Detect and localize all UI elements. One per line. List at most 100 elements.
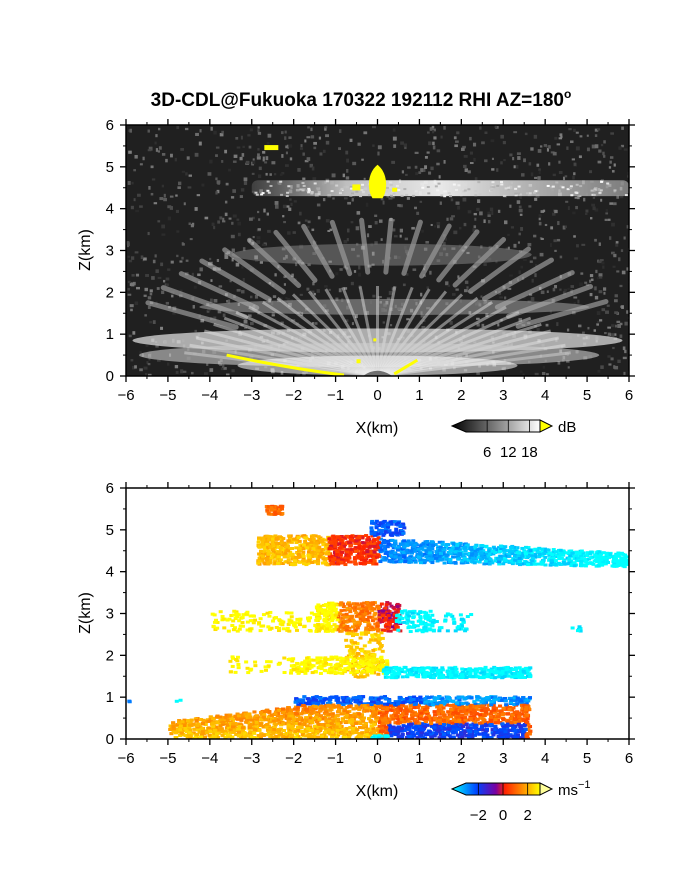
velocity-cell bbox=[473, 549, 478, 553]
x-tick-label: 2 bbox=[457, 387, 465, 404]
noise-speck bbox=[392, 219, 396, 222]
x-tick-label: −6 bbox=[117, 387, 134, 404]
upper-layer-speck bbox=[506, 188, 510, 191]
velocity-cell bbox=[386, 542, 391, 546]
velocity-cell bbox=[303, 663, 308, 667]
velocity-cell bbox=[489, 675, 494, 679]
velocity-cell bbox=[355, 536, 360, 540]
velocity-cell bbox=[504, 666, 509, 670]
noise-speck bbox=[578, 324, 582, 328]
velocity-cell bbox=[438, 668, 443, 672]
x-tick-label: −5 bbox=[159, 387, 176, 404]
upper-layer-speck bbox=[266, 180, 270, 183]
noise-speck bbox=[516, 164, 519, 169]
velocity-cell bbox=[317, 537, 322, 541]
velocity-cell bbox=[588, 556, 593, 560]
velocity-cell bbox=[513, 549, 518, 553]
noise-speck bbox=[404, 245, 407, 250]
noise-speck bbox=[445, 281, 449, 286]
velocity-cell bbox=[293, 562, 298, 566]
velocity-cell bbox=[374, 526, 379, 530]
noise-speck bbox=[239, 156, 243, 161]
velocity-cell bbox=[276, 509, 281, 513]
velocity-cell bbox=[486, 668, 491, 672]
velocity-cell bbox=[484, 675, 489, 679]
velocity-cell bbox=[245, 620, 250, 624]
velocity-cell bbox=[341, 605, 346, 609]
velocity-cell bbox=[329, 604, 334, 608]
noise-speck bbox=[419, 200, 423, 203]
velocity-cell bbox=[617, 560, 622, 564]
noise-speck bbox=[573, 296, 578, 299]
upper-layer-speck bbox=[367, 194, 371, 197]
noise-speck bbox=[356, 211, 361, 215]
noise-speck bbox=[363, 177, 366, 180]
velocity-cell bbox=[297, 620, 302, 624]
velocity-cell bbox=[345, 548, 350, 552]
velocity-cell bbox=[274, 626, 279, 630]
velocity-cell bbox=[419, 546, 424, 550]
velocity-cell bbox=[270, 548, 275, 552]
noise-speck bbox=[328, 260, 332, 263]
velocity-cell bbox=[395, 548, 400, 552]
noise-speck bbox=[241, 153, 245, 157]
noise-speck bbox=[527, 242, 532, 247]
velocity-cell bbox=[463, 668, 468, 672]
noise-speck bbox=[170, 260, 174, 264]
noise-speck bbox=[372, 294, 376, 298]
velocity-cell bbox=[282, 671, 287, 675]
noise-speck bbox=[532, 256, 537, 260]
noise-speck bbox=[137, 193, 141, 197]
noise-speck bbox=[127, 180, 131, 185]
velocity-cell bbox=[371, 521, 376, 525]
velocity-cell bbox=[570, 562, 575, 566]
noise-speck bbox=[242, 145, 245, 148]
velocity-cell bbox=[409, 667, 414, 671]
velocity-cell bbox=[440, 666, 445, 670]
velocity-cell bbox=[421, 542, 426, 546]
velocity-cell bbox=[549, 559, 554, 563]
noise-speck bbox=[564, 225, 567, 229]
velocity-cell bbox=[372, 559, 377, 563]
velocity-cell bbox=[431, 666, 436, 670]
velocity-cell bbox=[396, 523, 401, 527]
noise-speck bbox=[391, 160, 396, 164]
noise-speck bbox=[550, 226, 554, 230]
velocity-cell bbox=[351, 602, 356, 606]
velocity-cell bbox=[387, 621, 392, 625]
velocity-cell bbox=[406, 539, 411, 543]
noise-speck bbox=[414, 165, 418, 169]
noise-speck bbox=[436, 162, 440, 166]
noise-speck bbox=[287, 231, 291, 235]
noise-speck bbox=[142, 156, 145, 161]
upper-layer-speck bbox=[360, 189, 364, 192]
velocity-cell bbox=[306, 561, 311, 565]
upper-layer-speck bbox=[514, 187, 518, 190]
velocity-cell bbox=[271, 619, 276, 623]
velocity-cell bbox=[277, 535, 282, 539]
velocity-cell bbox=[533, 562, 538, 566]
velocity-cell bbox=[353, 674, 358, 678]
upper-layer-speck bbox=[349, 186, 353, 189]
noise-speck bbox=[217, 220, 221, 224]
noise-speck bbox=[619, 334, 623, 338]
velocity-cell bbox=[287, 658, 292, 662]
upper-layer-speck bbox=[255, 193, 259, 196]
velocity-cell bbox=[567, 558, 572, 562]
noise-speck bbox=[377, 145, 382, 150]
noise-speck bbox=[249, 295, 253, 299]
noise-speck bbox=[599, 319, 603, 322]
noise-speck bbox=[533, 134, 538, 139]
noise-speck bbox=[495, 125, 499, 129]
noise-speck bbox=[534, 372, 539, 376]
velocity-cell bbox=[321, 610, 326, 614]
noise-speck bbox=[463, 222, 467, 227]
noise-speck bbox=[480, 245, 483, 249]
noise-speck bbox=[241, 266, 244, 269]
saturated-speck bbox=[392, 187, 398, 192]
velocity-cell bbox=[558, 553, 563, 557]
velocity-cell bbox=[487, 547, 492, 551]
velocity-cell bbox=[343, 625, 348, 629]
noise-speck bbox=[455, 288, 459, 291]
velocity-cell bbox=[377, 541, 382, 545]
